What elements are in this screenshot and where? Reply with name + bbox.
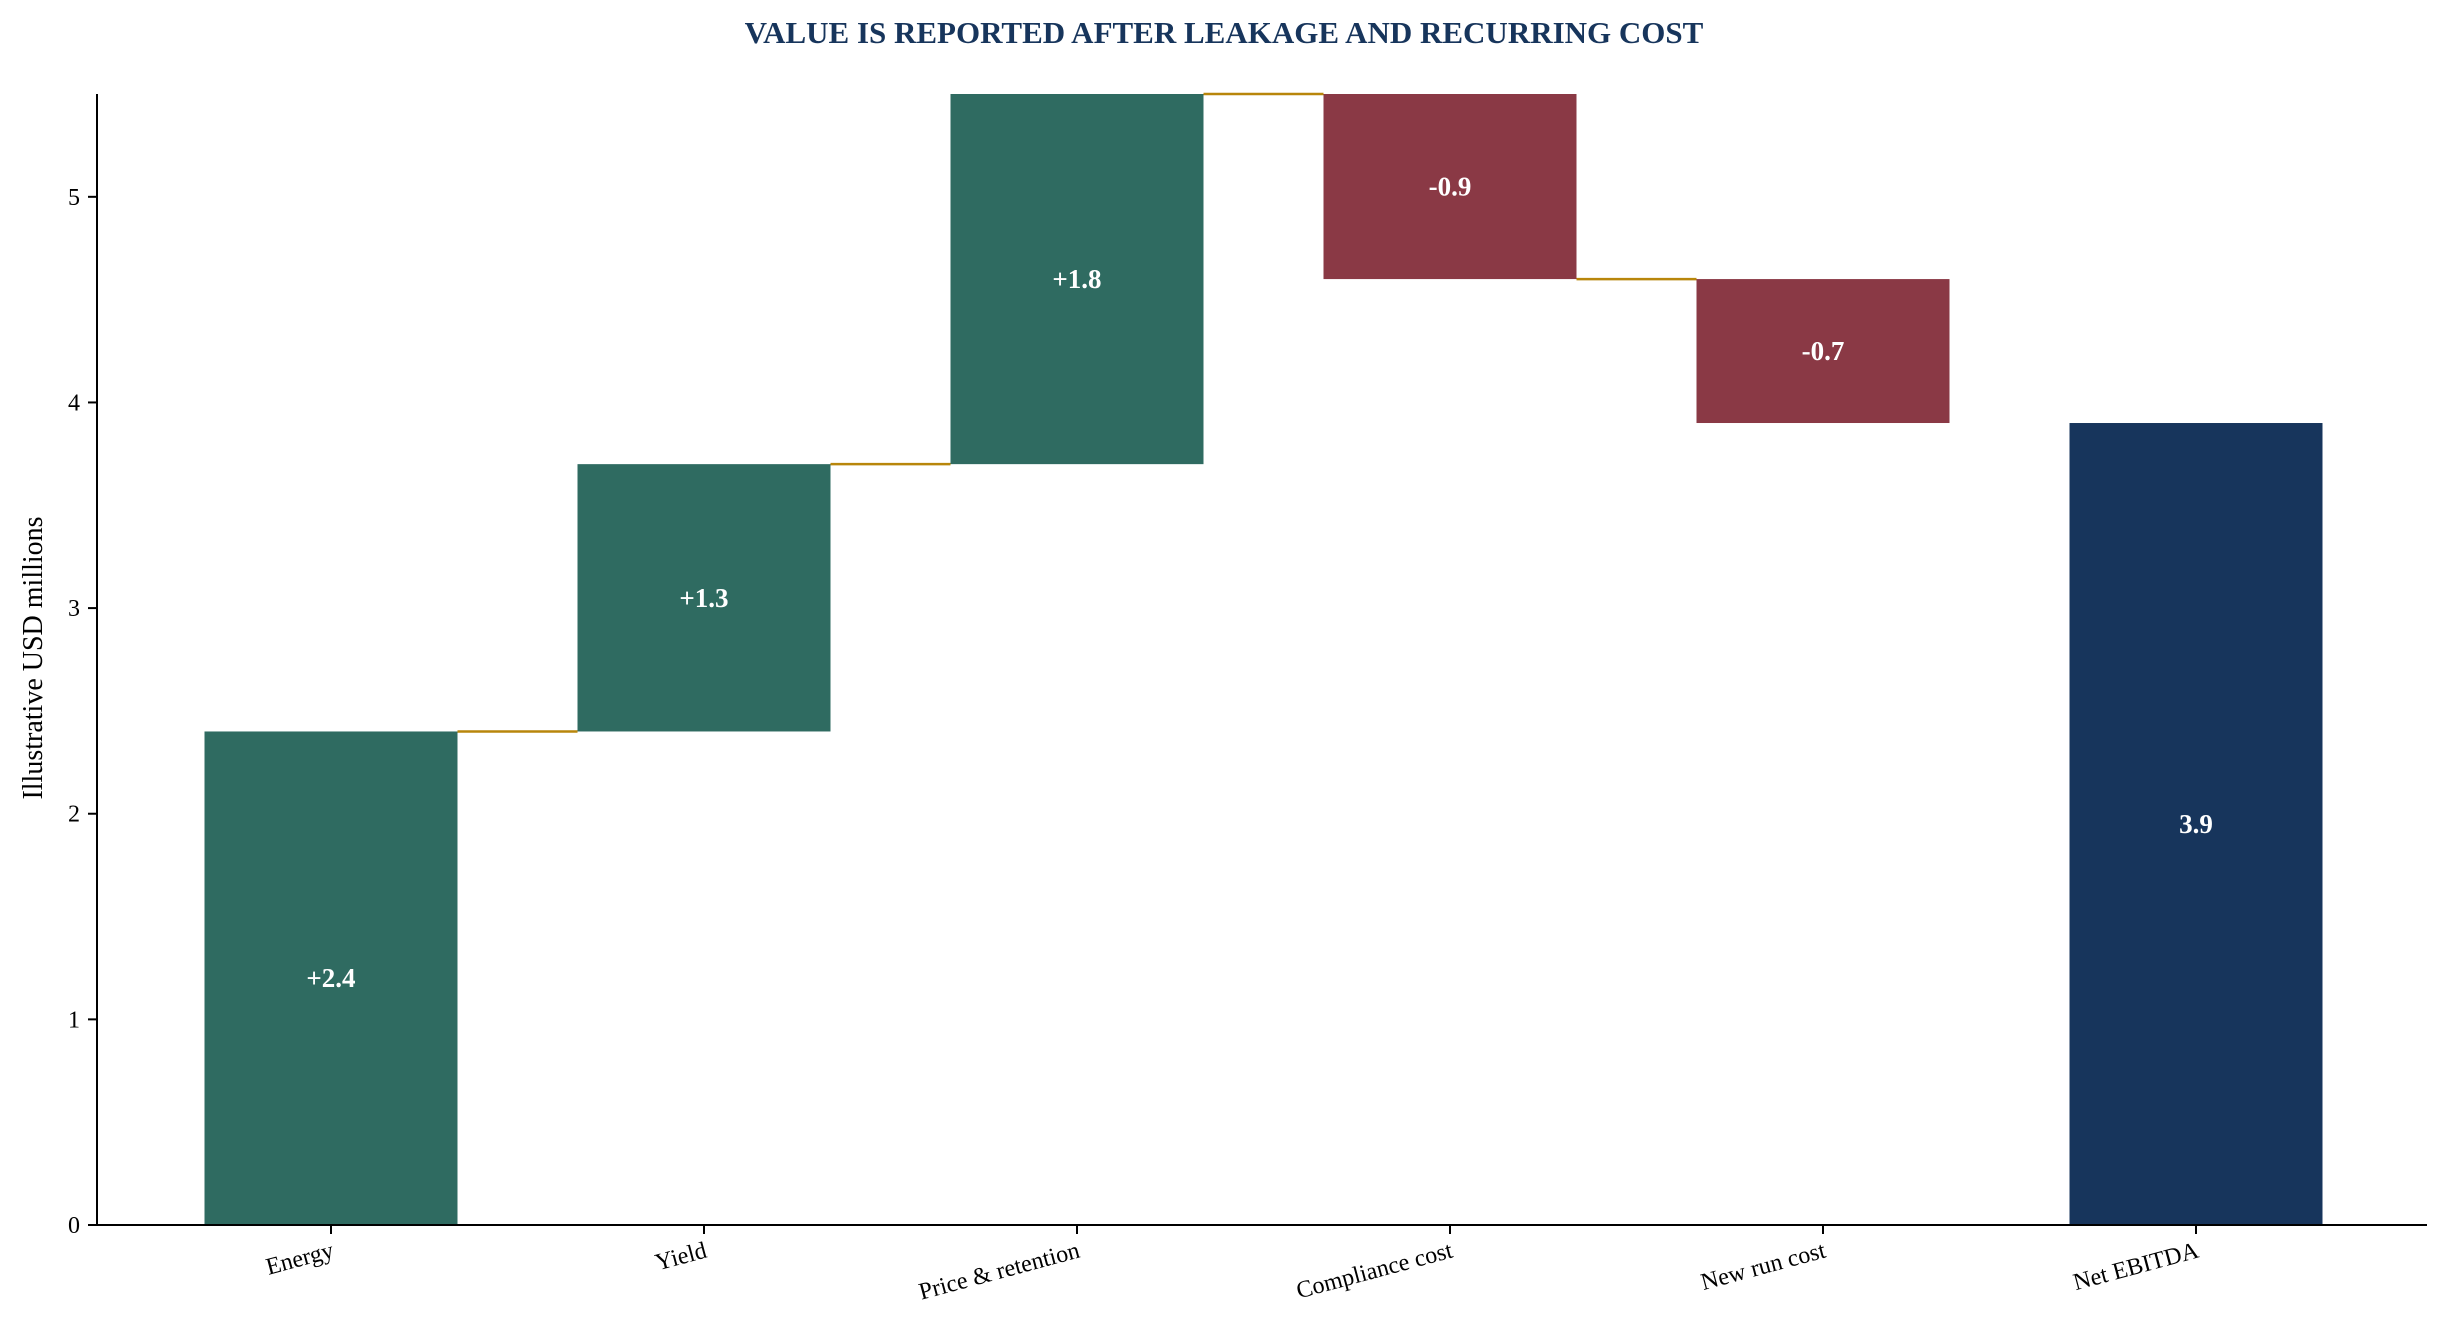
waterfall-bar	[2069, 423, 2323, 1225]
y-tick-label: 5	[68, 185, 80, 211]
y-tick-label: 3	[68, 596, 80, 622]
x-tick-label: New run cost	[1698, 1238, 1829, 1296]
plot-area: +2.4 +1.3 +1.8 -0.9 -0.7 3.9 0 1 2 3 4 5 Energy Yield…	[68, 92, 2427, 1306]
bar-value-label: +1.8	[1052, 264, 1101, 294]
x-tick-label: Energy	[263, 1238, 336, 1281]
bar-value-label: +1.3	[679, 583, 728, 613]
y-axis-label: Illustrative USD millions	[18, 516, 49, 799]
waterfall-bar	[1696, 279, 1950, 424]
y-tick-label: 1	[68, 1007, 80, 1033]
x-tick-label: Compliance cost	[1294, 1238, 1456, 1305]
bar-value-label: -0.9	[1429, 172, 1472, 202]
x-tick-label: Net EBITDA	[2071, 1238, 2203, 1297]
waterfall-bar	[1323, 94, 1577, 280]
waterfall-bar	[204, 731, 458, 1225]
y-tick-label: 4	[68, 390, 80, 416]
bar-value-label: 3.9	[2179, 809, 2213, 839]
x-tick-label: Price & retention	[916, 1238, 1082, 1306]
bar-value-label: -0.7	[1802, 336, 1845, 366]
y-tick-label: 0	[68, 1213, 80, 1239]
y-tick-label: 2	[68, 802, 80, 828]
x-tick-label: Yield	[653, 1238, 710, 1277]
chart-title: VALUE IS REPORTED AFTER LEAKAGE AND RECU…	[745, 15, 1704, 50]
waterfall-bar	[577, 464, 831, 732]
waterfall-bar	[950, 94, 1204, 465]
bar-value-label: +2.4	[306, 963, 355, 993]
